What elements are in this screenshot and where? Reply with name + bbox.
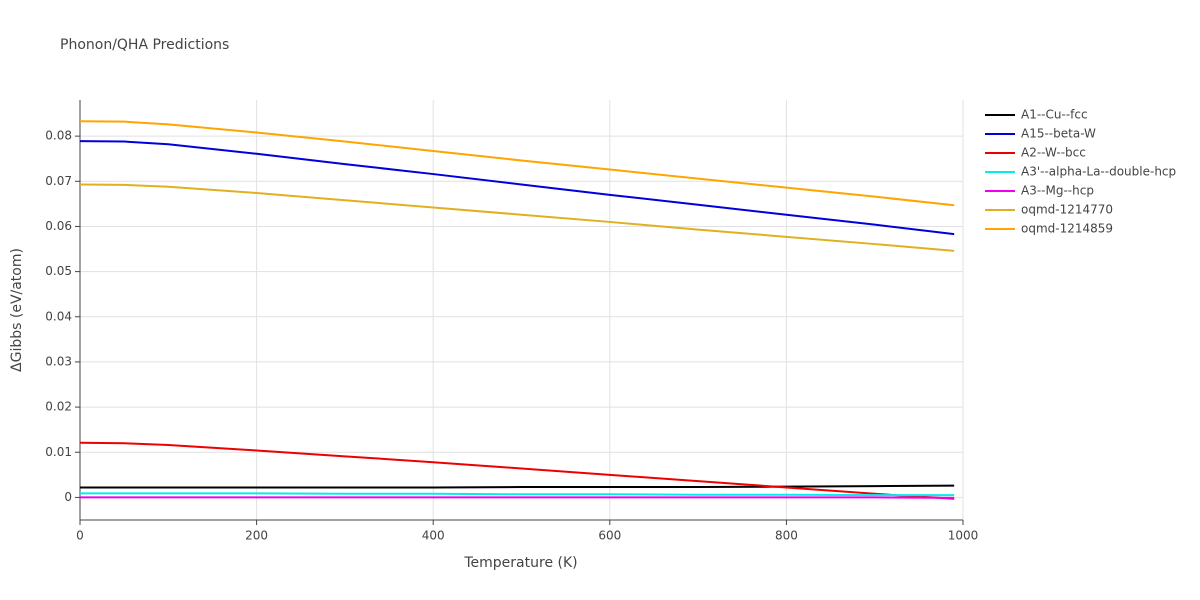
legend-label: A3--Mg--hcp [1021,184,1094,198]
y-tick-label: 0.07 [45,174,72,188]
x-tick-label: 800 [775,529,798,543]
y-tick-label: 0.06 [45,219,72,233]
series-line [79,120,955,207]
y-axis-label: ΔGibbs (eV/atom) [9,248,25,372]
x-tick-label: 200 [245,529,268,543]
y-tick-label: 0.05 [45,264,72,278]
series-line [80,484,955,489]
y-tick-label: 0.02 [45,400,72,414]
series-line [79,183,955,252]
legend-label: A1--Cu--fcc [1021,108,1088,122]
series-line [79,140,955,236]
series-line [79,441,955,500]
y-tick-label: 0.03 [45,354,72,368]
x-tick-label: 0 [76,529,84,543]
x-tick-label: 400 [422,529,445,543]
chart-title: Phonon/QHA Predictions [60,37,229,53]
series-line [80,492,955,497]
y-tick-label: 0.01 [45,445,72,459]
y-tick-label: 0 [64,490,72,504]
legend-label: oqmd-1214859 [1021,222,1113,236]
legend-label: A3'--alpha-La--double-hcp [1021,165,1176,179]
legend-label: oqmd-1214770 [1021,203,1113,217]
x-axis-label: Temperature (K) [463,555,577,571]
x-tick-label: 1000 [948,529,979,543]
x-tick-label: 600 [598,529,621,543]
legend-label: A2--W--bcc [1021,146,1086,160]
y-tick-label: 0.08 [45,129,72,143]
legend-label: A15--beta-W [1021,127,1096,141]
y-tick-label: 0.04 [45,309,72,323]
